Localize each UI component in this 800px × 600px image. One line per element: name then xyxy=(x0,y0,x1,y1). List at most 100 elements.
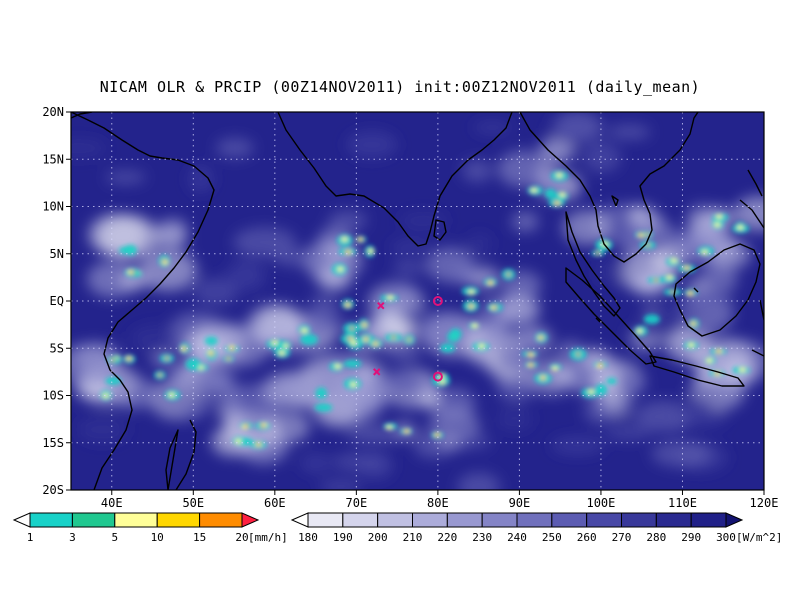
precip-blob xyxy=(350,326,354,331)
colorbar-label: 300 xyxy=(716,531,736,544)
precip-blob xyxy=(714,222,721,227)
cloud-blob xyxy=(139,249,198,291)
coastline-sulawesi xyxy=(751,299,764,357)
precip-blob xyxy=(350,340,357,345)
cloud-blob xyxy=(494,343,557,375)
colorbar-label: 220 xyxy=(437,531,457,544)
cloud-blob xyxy=(562,209,613,246)
colorbar-cell xyxy=(156,512,201,528)
precip-blob xyxy=(130,271,134,275)
colorbar-cell xyxy=(655,512,692,528)
colorbar-cell xyxy=(71,512,116,528)
precip-blob xyxy=(551,366,558,371)
lat-tick-label: 20S xyxy=(42,483,64,497)
precip-blob xyxy=(528,352,532,356)
precip-blob xyxy=(185,358,201,371)
colorbar-cell xyxy=(621,512,657,528)
precip-blob xyxy=(362,323,366,327)
cloud-blob xyxy=(188,165,214,193)
precip-blob xyxy=(716,214,723,219)
precip-blob xyxy=(271,340,278,345)
cloud-blob xyxy=(693,368,715,383)
cloud-blob xyxy=(674,394,717,426)
cloud-blob xyxy=(651,440,712,468)
cloud-blob xyxy=(473,121,512,134)
precip-blob xyxy=(636,329,643,334)
lon-tick-label: 60E xyxy=(264,496,286,510)
coastline-india xyxy=(277,112,513,247)
colorbar-label: 1 xyxy=(27,531,34,544)
colorbar-label: 10 xyxy=(151,531,164,544)
colorbar-unit: [mm/h] xyxy=(248,531,288,544)
precip-blob xyxy=(341,237,348,242)
cloud-blob xyxy=(318,480,363,490)
precip-blob xyxy=(209,352,214,356)
precip-blob xyxy=(278,350,285,355)
precip-blob xyxy=(685,266,689,271)
cloud-blob xyxy=(300,453,332,473)
colorbar-cell xyxy=(290,512,309,528)
cloud-blob xyxy=(419,393,441,409)
lat-tick-label: 10S xyxy=(42,389,64,403)
precip-blob xyxy=(301,328,308,333)
precip-blob xyxy=(559,192,566,197)
precip-blob xyxy=(435,433,439,437)
precip-blob xyxy=(544,188,556,199)
colorbar-cell xyxy=(446,512,483,528)
coastline-islands xyxy=(595,195,699,323)
precip-blob xyxy=(350,382,357,387)
precip-blob xyxy=(346,302,350,306)
colorbar-label: 270 xyxy=(612,531,632,544)
colorbar-label: 180 xyxy=(298,531,318,544)
cloud-blob xyxy=(215,137,254,159)
colorbar-cell xyxy=(12,512,31,528)
precip-blob xyxy=(102,393,109,398)
colorbar-label: 280 xyxy=(646,531,666,544)
colorbar-cell xyxy=(114,512,158,528)
colorbar-label: 250 xyxy=(542,531,562,544)
precip-blob xyxy=(706,358,713,363)
cloud-blob xyxy=(76,416,128,443)
cloud-blob xyxy=(381,283,420,305)
cloud-blob xyxy=(247,304,305,346)
coastline-malay xyxy=(565,211,621,317)
cloud-blob xyxy=(554,112,602,142)
cloud-blob xyxy=(399,306,426,326)
colorbar-cell xyxy=(516,512,553,528)
cloud-blob xyxy=(328,210,368,231)
precip-blob xyxy=(645,232,650,237)
precip-blob xyxy=(449,328,462,340)
precip-blob xyxy=(529,363,533,367)
precip-blob xyxy=(359,237,363,242)
lat-tick-label: EQ xyxy=(50,294,64,308)
cloud-blob xyxy=(71,138,108,158)
coastlines xyxy=(71,112,764,490)
colorbar-label: 260 xyxy=(577,531,597,544)
precip-blob xyxy=(337,267,344,272)
colorbar-cell xyxy=(241,512,260,528)
precip-blob xyxy=(440,343,456,353)
colorbar-label: 15 xyxy=(193,531,206,544)
cloud-blob xyxy=(551,436,605,455)
precip-blob xyxy=(105,376,122,385)
cloud-blob xyxy=(105,170,146,184)
precip-blob xyxy=(468,289,475,294)
cloud-blob xyxy=(358,452,394,480)
cloud-blob xyxy=(582,142,621,173)
cloud-blob xyxy=(129,324,185,354)
precip-blob xyxy=(666,275,673,280)
cloud-blob xyxy=(392,259,425,277)
precip-blob xyxy=(471,323,478,328)
precip-blob xyxy=(539,335,544,340)
precip-blob xyxy=(244,424,248,428)
cloud-blob xyxy=(647,302,700,328)
precip-blob xyxy=(598,363,602,367)
precip-blob xyxy=(478,344,485,349)
precip-blob xyxy=(638,233,642,237)
precip-blob xyxy=(364,337,369,341)
precip-blob xyxy=(689,291,693,295)
marker-circle xyxy=(432,296,443,306)
cloud-blob xyxy=(268,372,319,404)
precip-blob xyxy=(595,384,608,396)
lat-tick-label: 10N xyxy=(42,200,64,214)
